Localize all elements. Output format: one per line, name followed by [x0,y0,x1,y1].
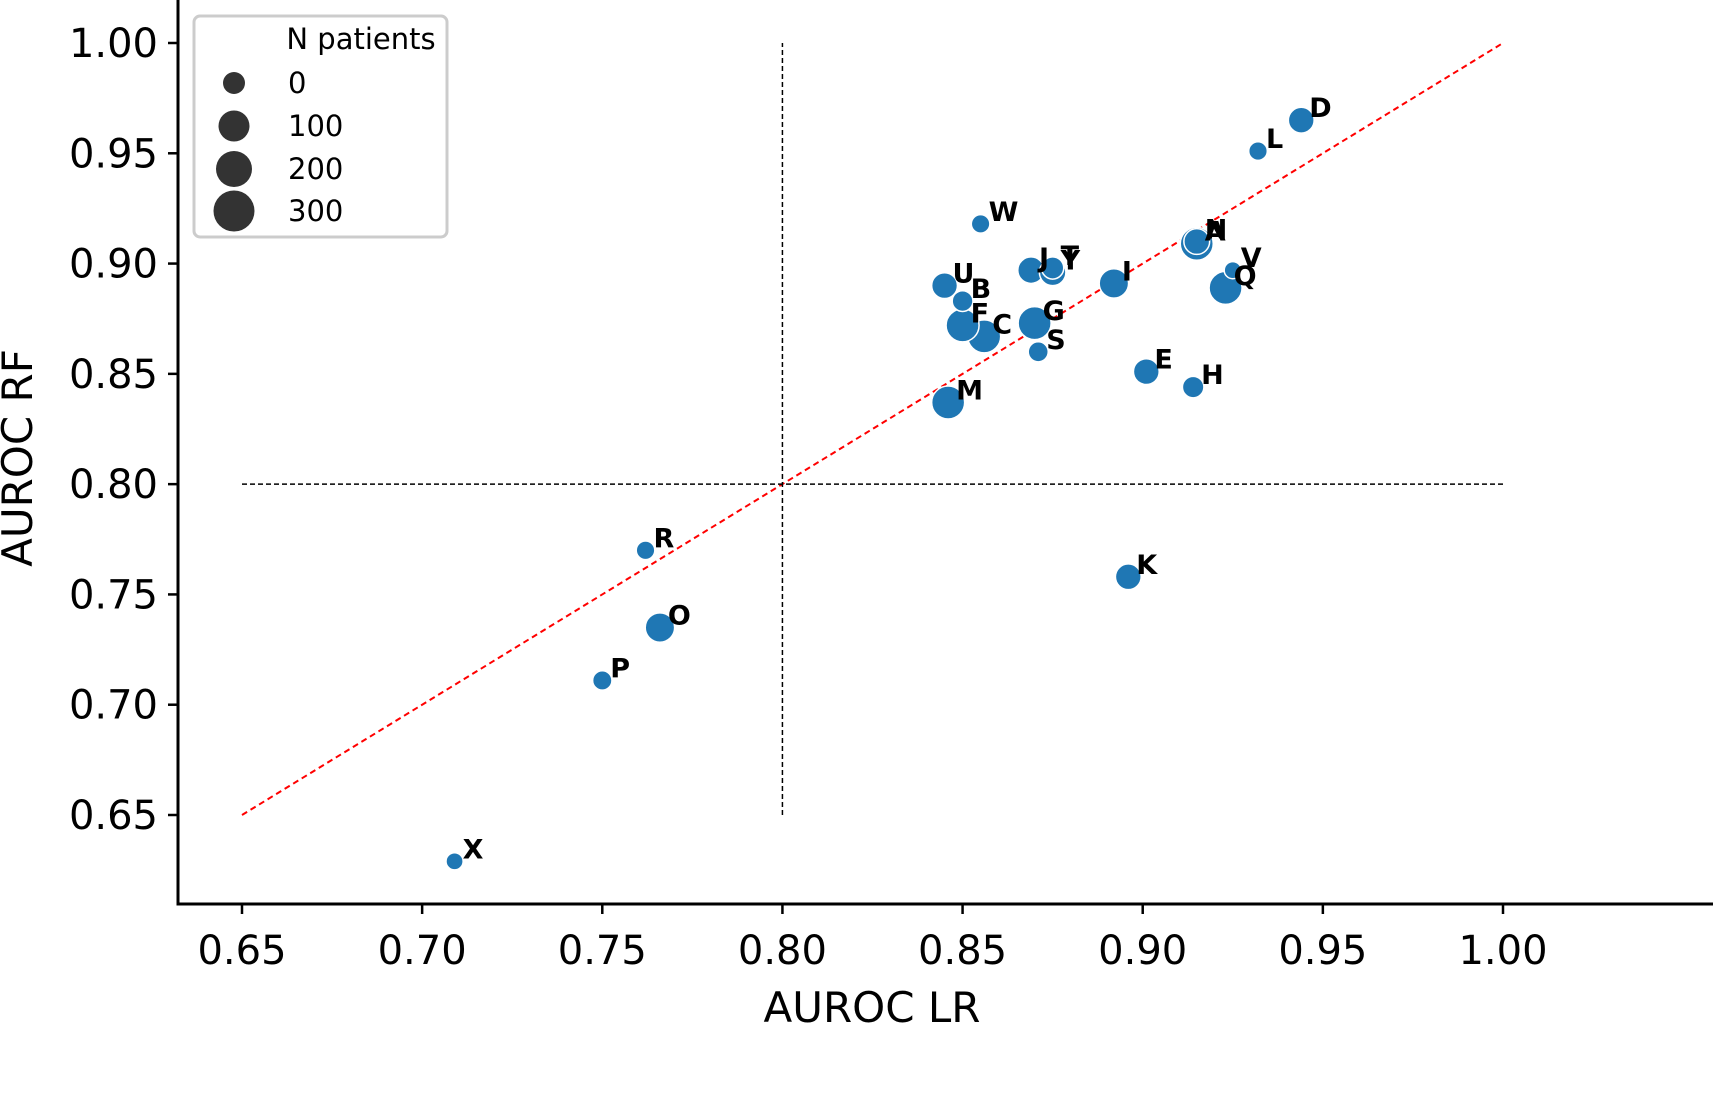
data-point-i [1098,267,1130,299]
legend-label: 100 [288,109,343,143]
point-label-r: R [654,523,675,554]
y-tick-label: 0.75 [69,572,158,618]
data-point-e [1132,358,1160,386]
x-tick-label: 0.85 [918,928,1007,974]
point-label-v: V [1241,243,1262,274]
reference-lines [241,42,1504,816]
data-point-o [644,612,676,643]
data-point-r [635,540,656,561]
x-tick-label: 0.70 [378,928,467,974]
data-point-w [970,213,991,234]
y-axis-title: AUROC RF [0,349,42,567]
point-label-e: E [1154,345,1172,376]
legend-box [192,14,449,239]
data-point-m [930,385,966,420]
point-label-s: S [1046,325,1065,356]
data-point-k [1114,563,1142,591]
y-axis-ticks: 0.65 0.70 0.75 0.80 0.85 0.90 0.95 1.00 [69,21,178,839]
y-tick-label: 0.80 [69,462,158,508]
point-label-o: O [668,601,691,632]
point-label-q: Q [1234,261,1257,292]
point-label-g: G [1043,296,1065,327]
point-label-x: X [463,834,484,865]
data-point-s [1027,341,1050,363]
point-label-n: N [1205,215,1228,246]
point-label-d: D [1309,93,1331,124]
legend-label: 300 [288,194,343,228]
point-label-m: M [956,376,983,407]
y-tick-label: 0.65 [69,793,158,839]
legend-marker [213,190,255,232]
x-tick-label: 0.80 [738,928,827,974]
point-label-f: F [971,298,989,329]
legend-label: 200 [288,152,343,186]
y-tick-label: 0.70 [69,683,158,729]
y-tick-label: 1.00 [69,21,158,67]
data-point-g [1017,305,1052,341]
x-axis-ticks: 0.65 0.70 0.75 0.80 0.85 0.90 0.95 1.00 [197,904,1548,974]
point-label-p: P [610,653,630,684]
data-point-l [1247,141,1269,162]
data-point-p [591,670,613,691]
legend-marker [223,72,245,94]
y-tick-label: 0.95 [69,131,158,177]
point-label-w: W [989,197,1019,228]
data-point-n [1183,227,1211,256]
legend-entries: 0 100 200 300 [213,66,343,232]
data-point-h [1181,375,1205,399]
diagonal-reference-line [241,42,1504,816]
legend: N patients 0 100 200 300 [192,14,449,239]
x-tick-label: 0.75 [558,928,647,974]
legend-title: N patients [286,22,435,56]
legend-marker [216,151,252,187]
data-point-b [951,289,974,313]
x-axis-title: AUROC LR [764,983,981,1032]
point-label-b: B [971,274,992,305]
x-tick-label: 0.90 [1098,928,1187,974]
data-point-u [930,271,959,300]
x-tick-label: 1.00 [1458,928,1547,974]
point-label-c: C [992,309,1012,340]
data-point-d [1287,106,1315,134]
point-label-a: A [1205,217,1226,248]
x-tick-label: 0.65 [197,928,286,974]
x-tick-label: 0.95 [1278,928,1367,974]
data-points: AN BC D E F G H I J TY K L M O P Q R S U V W X [445,93,1332,871]
data-point-v [1223,260,1243,280]
point-label-u: U [953,259,975,290]
axes: 0.65 0.70 0.75 0.80 0.85 0.90 0.95 1.00 0.65 0.7… [0,0,1713,1032]
point-label-y: Y [1060,245,1081,276]
data-point-t [1040,256,1065,280]
legend-marker [218,110,250,142]
point-label-t: T [1061,241,1080,272]
y-tick-label: 0.85 [69,352,158,398]
point-label-j: J [1037,243,1049,274]
legend-label: 0 [288,66,306,100]
point-label-i: I [1122,256,1132,287]
point-label-k: K [1136,550,1158,581]
y-tick-label: 0.90 [69,242,158,288]
data-point-x [445,851,464,871]
point-label-h: H [1201,360,1224,391]
point-label-l: L [1266,124,1283,155]
